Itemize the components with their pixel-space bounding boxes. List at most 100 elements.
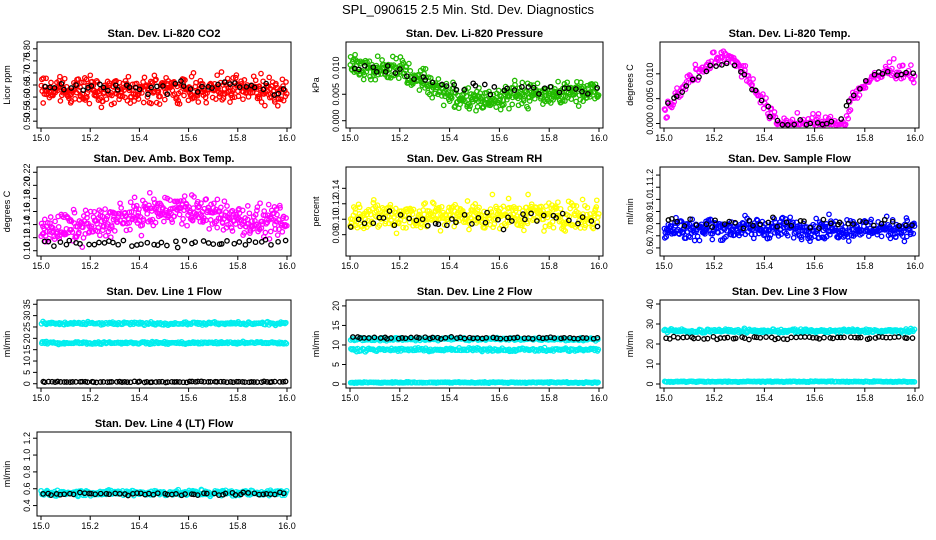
data-point	[126, 220, 133, 226]
data-point	[489, 191, 496, 198]
data-point	[254, 207, 260, 214]
data-point	[435, 221, 442, 228]
data-point	[525, 105, 531, 112]
data-point	[61, 86, 67, 93]
y-tick-label: 10	[331, 340, 341, 350]
x-tick-label: 15.2	[391, 261, 409, 271]
data-point	[221, 198, 228, 205]
x-tick-label: 15.8	[540, 393, 558, 403]
data-point	[453, 86, 460, 93]
data-point	[57, 239, 64, 245]
data-point	[194, 492, 201, 498]
data-point	[61, 75, 68, 82]
data-point	[76, 229, 82, 236]
data-point	[230, 75, 236, 81]
data-point	[826, 211, 832, 218]
data-point	[852, 334, 858, 341]
data-point	[115, 241, 122, 248]
data-point	[481, 81, 488, 88]
data-point	[282, 378, 289, 385]
data-point	[156, 378, 162, 385]
data-point	[366, 335, 372, 341]
data-point	[211, 200, 217, 207]
data-point	[155, 88, 162, 94]
data-point	[561, 334, 567, 341]
data-point	[735, 229, 742, 236]
data-point	[370, 196, 377, 203]
data-point	[903, 222, 909, 229]
x-tick-label: 15.0	[32, 261, 50, 271]
x-tick-label: 15.2	[81, 133, 99, 143]
data-point	[265, 201, 272, 208]
data-point	[220, 378, 227, 385]
data-point	[206, 226, 213, 232]
data-point	[704, 335, 711, 342]
x-tick-label: 15.4	[756, 133, 774, 143]
data-point	[784, 122, 791, 128]
data-point	[862, 77, 869, 84]
data-point	[758, 97, 765, 104]
data-point	[55, 224, 62, 230]
y-tick-label: 0.60	[22, 88, 32, 106]
data-point	[784, 232, 791, 239]
data-point	[127, 199, 134, 206]
data-point	[879, 334, 886, 340]
x-tick-label: 15.4	[441, 393, 459, 403]
data-point	[760, 105, 767, 112]
data-point	[448, 95, 455, 101]
data-point	[47, 214, 54, 220]
data-point	[230, 379, 237, 386]
data-point	[797, 117, 804, 123]
data-point	[435, 207, 442, 213]
x-tick-label: 15.8	[540, 133, 558, 143]
data-point	[579, 196, 586, 203]
x-tick-label: 16.0	[906, 261, 924, 271]
data-point	[109, 224, 115, 230]
data-point	[154, 242, 161, 248]
x-tick-label: 16.0	[278, 133, 296, 143]
data-point	[203, 490, 210, 497]
x-tick-label: 15.6	[180, 393, 198, 403]
data-point	[878, 220, 885, 227]
data-point	[109, 340, 116, 346]
data-point	[148, 84, 155, 91]
data-point	[701, 336, 707, 342]
data-point	[904, 217, 911, 224]
data-point	[154, 490, 161, 497]
data-point	[491, 84, 498, 90]
data-point	[245, 490, 252, 496]
data-point	[61, 491, 68, 498]
data-point	[370, 64, 377, 71]
data-point	[765, 103, 772, 110]
data-point	[862, 84, 869, 91]
data-point	[432, 220, 439, 227]
data-point	[404, 73, 410, 80]
data-point	[872, 335, 879, 341]
data-point	[530, 84, 537, 91]
y-tick-label: 1.2	[645, 169, 655, 182]
x-tick-label: 15.8	[856, 393, 874, 403]
data-point	[692, 61, 699, 68]
data-point	[200, 217, 207, 224]
data-point	[814, 119, 821, 126]
data-point	[673, 93, 680, 100]
data-point	[111, 228, 118, 234]
data-point	[218, 69, 225, 75]
data-point	[879, 70, 886, 77]
y-tick-label: 0.50	[22, 112, 32, 130]
x-tick-label: 15.8	[856, 261, 874, 271]
data-point	[682, 86, 689, 93]
data-point	[70, 206, 77, 213]
data-point	[218, 211, 225, 218]
data-point	[871, 71, 878, 78]
data-point	[199, 83, 205, 90]
data-point	[424, 222, 431, 229]
data-point	[181, 237, 188, 244]
y-tick-label: 0.000	[331, 109, 341, 132]
x-tick-label: 15.4	[756, 393, 774, 403]
data-point	[111, 100, 118, 107]
data-point	[103, 96, 110, 103]
data-point	[239, 207, 246, 214]
data-point	[780, 336, 787, 342]
